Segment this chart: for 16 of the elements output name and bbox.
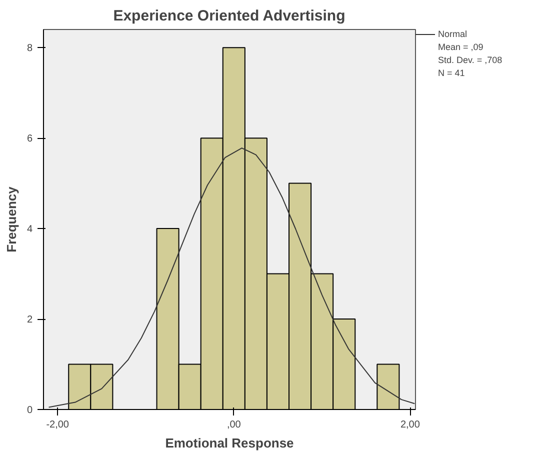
- y-tick-label: 4: [26, 224, 33, 236]
- x-tick-label: -2,00: [46, 420, 70, 430]
- legend-label: Normal: [438, 29, 468, 39]
- x-tick-label: 2,00: [400, 420, 420, 430]
- text: N = 41: [438, 68, 465, 78]
- y-tick-label: 2: [26, 314, 33, 326]
- y-axis-title: Frequency: [4, 186, 19, 252]
- x-axis-title: Emotional Response: [165, 436, 294, 450]
- y-tick-label: 8: [26, 43, 33, 54]
- y-tick-label: 6: [26, 134, 33, 145]
- y-tick-label: 0: [26, 405, 33, 416]
- text: Mean = ,09: [438, 42, 484, 52]
- text: Std. Dev. = ,708: [438, 55, 502, 65]
- x-tick-label: ,00: [226, 420, 242, 430]
- chart-title: Experience Oriented Advertising: [113, 8, 346, 24]
- line-series: [48, 148, 416, 408]
